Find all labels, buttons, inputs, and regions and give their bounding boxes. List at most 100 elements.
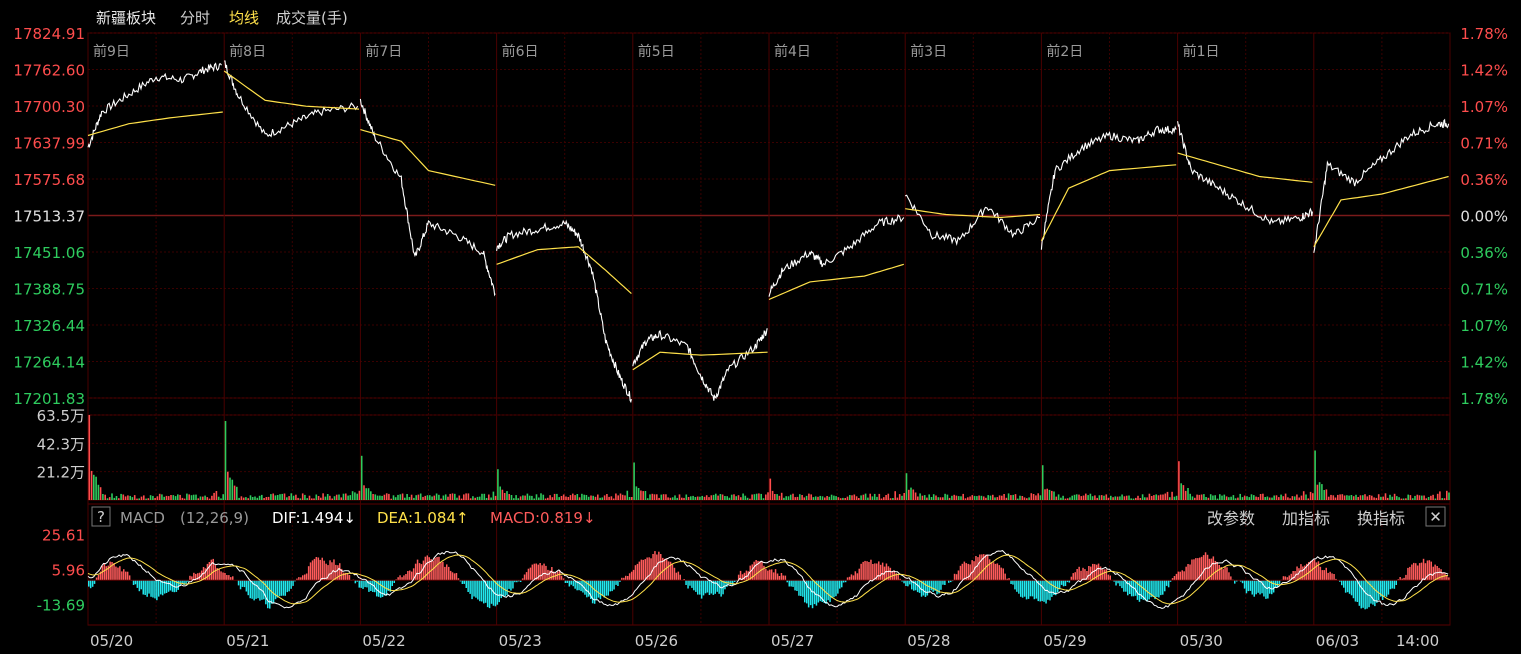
macd-histogram-bar	[455, 573, 458, 581]
macd-histogram-bar	[453, 573, 456, 581]
macd-histogram-bar	[1358, 580, 1361, 606]
macd-histogram-bar	[1253, 580, 1255, 597]
volume-bar	[903, 493, 905, 500]
macd-histogram-bar	[89, 580, 92, 589]
close-icon[interactable]	[1425, 506, 1446, 527]
macd-histogram-bar	[1317, 561, 1320, 581]
macd-histogram-bar	[1259, 580, 1261, 595]
price-line	[496, 219, 632, 404]
volume-bar	[345, 493, 347, 500]
macd-histogram-bar	[632, 569, 635, 581]
macd-histogram-bar	[138, 580, 141, 592]
date-axis: 05/20 05/21 05/22 05/23 05/26 05/27 05/28 05/29…	[90, 632, 1439, 650]
volume-bar	[778, 495, 781, 500]
macd-histogram-bar	[963, 561, 966, 581]
macd-histogram-bar	[739, 570, 742, 581]
macd-histogram-bar	[716, 580, 718, 592]
volume-bar	[1212, 495, 1214, 500]
volume-bar	[431, 496, 433, 500]
volume-bar	[501, 489, 504, 500]
mode-label[interactable]: 分时	[180, 9, 210, 27]
macd-histogram-bar	[796, 580, 798, 591]
macd-histogram-bar	[687, 580, 689, 589]
volume-bar	[1325, 489, 1328, 500]
volume-bar	[1110, 495, 1112, 500]
macd-histogram-bar	[1103, 569, 1106, 581]
macd-histogram-bar	[1082, 567, 1084, 581]
volume-bar	[1425, 498, 1428, 500]
avg-line-label[interactable]: 均线	[229, 9, 259, 27]
macd-histogram-bar	[1241, 580, 1244, 584]
macd-histogram-bar	[379, 580, 382, 598]
macd-histogram-bar	[605, 580, 608, 596]
macd-histogram-bar	[646, 557, 648, 581]
volume-bar	[1439, 491, 1441, 500]
volume-bar	[388, 493, 390, 500]
volume-bar	[1189, 493, 1191, 500]
macd-histogram-bar	[1378, 580, 1380, 601]
macd-histogram-bar	[971, 560, 973, 581]
volume-bar	[154, 498, 156, 500]
date-label: 05/21	[226, 632, 269, 650]
volume-bar	[170, 495, 172, 500]
volume-bar	[236, 486, 238, 500]
macd-histogram-bar	[1033, 580, 1036, 600]
macd-histogram-bar	[1146, 580, 1148, 602]
macd-histogram-bar	[1415, 563, 1417, 581]
macd-axis: 25.61 5.96 -13.69	[37, 526, 85, 614]
macd-histogram-bar	[1372, 580, 1374, 605]
macd-histogram-bar	[699, 580, 701, 595]
macd-histogram-bar	[914, 580, 917, 591]
volume-bar	[883, 497, 885, 500]
sector-name[interactable]: 新疆板块	[96, 9, 156, 27]
volume-bar	[508, 494, 510, 500]
macd-histogram-bar	[1329, 571, 1331, 581]
macd-histogram-bar	[249, 580, 251, 599]
price-line	[1177, 121, 1313, 226]
volume-bar	[113, 497, 116, 500]
date-label: 05/23	[499, 632, 542, 650]
macd-histogram-bar	[677, 571, 680, 581]
macd-histogram-bar	[269, 580, 271, 609]
day-label: 前4日	[774, 43, 811, 60]
macd-histogram-bar	[1130, 580, 1133, 597]
volume-bar	[115, 496, 118, 500]
volume-bar	[447, 496, 449, 500]
macd-histogram-bar	[276, 580, 279, 598]
macd-histogram-bar	[222, 572, 224, 581]
volume-bar	[1377, 494, 1380, 500]
macd-histogram-bar	[784, 575, 787, 581]
macd-histogram-bar	[983, 554, 985, 581]
macd-histogram-bar	[848, 576, 851, 581]
macd-histogram-bar	[385, 580, 388, 596]
add-indicator-button[interactable]: 加指标	[1282, 509, 1330, 528]
macd-histogram-bar	[198, 572, 201, 581]
macd-histogram-bar	[979, 554, 981, 581]
volume-bar	[1243, 495, 1246, 500]
macd-histogram-bar	[323, 560, 325, 581]
macd-histogram-bar	[809, 580, 812, 606]
help-icon[interactable]	[91, 506, 111, 527]
percent-tick-label: 0.00%	[1460, 208, 1508, 226]
volume-bar	[932, 494, 935, 500]
volume-bar	[558, 497, 560, 500]
macd-histogram-bar	[854, 571, 857, 581]
change-params-button[interactable]: 改参数	[1207, 509, 1255, 528]
volume-bar	[1375, 497, 1378, 500]
volume-bar	[379, 495, 381, 500]
price-tick-label: 17326.44	[13, 317, 85, 335]
macd-histogram-bar	[1105, 569, 1108, 581]
macd-histogram-bar	[792, 580, 794, 587]
macd-histogram-bar	[644, 559, 646, 581]
switch-indicator-button[interactable]: 换指标	[1357, 509, 1405, 528]
volume-bar	[1348, 495, 1350, 500]
volume-bar	[438, 494, 440, 500]
macd-histogram-bar	[1202, 555, 1205, 581]
macd-histogram-bar	[1399, 577, 1401, 581]
volume-bar	[1001, 495, 1003, 500]
average-line	[768, 263, 904, 301]
price-line	[632, 328, 768, 401]
volume-bar	[839, 498, 842, 500]
volume-bar	[1321, 484, 1323, 500]
